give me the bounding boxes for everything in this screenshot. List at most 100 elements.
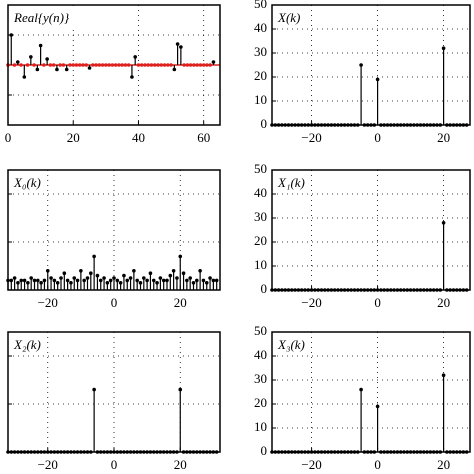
plot-frame	[7, 4, 221, 126]
stem-marker	[169, 63, 173, 67]
stem-marker	[359, 387, 363, 392]
x-tick-label: 20	[67, 130, 80, 145]
stem-marker	[441, 221, 446, 225]
stem-marker	[158, 276, 163, 280]
y-tick-label: 10	[254, 92, 267, 107]
stem-marker	[155, 281, 159, 285]
title-box	[274, 336, 311, 354]
plot-frame	[271, 169, 471, 291]
stem-marker	[191, 281, 196, 285]
stem-marker	[201, 278, 206, 283]
stem-marker	[126, 63, 131, 67]
x-tick-label: 60	[197, 130, 210, 145]
panel-title: X₃(k)	[277, 337, 305, 352]
x-tick-label: −20	[301, 457, 321, 472]
x-tick-label: 0	[374, 457, 381, 472]
stem-marker	[22, 278, 27, 283]
stem-marker	[146, 63, 151, 67]
stem-marker	[208, 63, 213, 67]
stem-marker	[42, 63, 46, 67]
stem-marker	[35, 67, 40, 72]
stem-marker	[64, 67, 69, 72]
stem-marker	[74, 63, 79, 67]
stem-marker	[77, 63, 82, 67]
plot-frame	[7, 169, 221, 291]
stem-marker	[198, 63, 203, 67]
stem-marker	[139, 63, 144, 67]
y-tick-label: 50	[254, 323, 267, 338]
stem-marker	[135, 278, 139, 283]
x-tick-label: −20	[301, 295, 321, 310]
stem-marker	[132, 269, 136, 273]
stem-marker	[105, 281, 110, 285]
stem-marker	[168, 273, 173, 278]
stem-marker	[92, 254, 96, 259]
stem-marker	[136, 63, 141, 67]
panel-title: X₀(k)	[13, 175, 41, 190]
stem-marker	[85, 276, 90, 280]
stem-marker	[92, 387, 96, 392]
stem-marker	[22, 75, 27, 79]
stem-marker	[125, 278, 130, 283]
stem-marker	[145, 278, 149, 283]
stem-marker	[55, 67, 59, 72]
stem-marker	[58, 63, 62, 67]
panel-title: X₁(k)	[277, 175, 305, 190]
x-tick-label: 20	[174, 457, 187, 472]
stem-marker	[208, 276, 212, 280]
plot-frame	[271, 331, 471, 453]
stem-marker	[12, 63, 17, 67]
stem-marker	[138, 281, 143, 285]
stem-marker	[142, 276, 146, 280]
stem-marker	[359, 63, 363, 67]
x-tick-label: 20	[437, 295, 450, 310]
stem-marker	[75, 278, 80, 283]
x-tick-label: −20	[301, 130, 321, 145]
stem-marker	[120, 63, 124, 67]
y-tick-label: 30	[254, 44, 267, 59]
stem-marker	[52, 278, 57, 283]
panel-title: X(k)	[277, 10, 300, 25]
stem-marker	[205, 63, 209, 67]
stem-marker	[198, 269, 202, 273]
stem-marker	[61, 63, 66, 67]
stem-marker	[89, 271, 93, 276]
x-tick-label: 0	[374, 295, 381, 310]
stem-marker	[178, 254, 183, 259]
stem-marker	[59, 276, 63, 280]
stem-marker	[152, 63, 157, 67]
stem-marker	[9, 278, 14, 283]
stem-marker	[149, 63, 154, 67]
stem-marker	[118, 281, 123, 285]
stem-marker	[143, 63, 147, 67]
stem-marker	[69, 281, 73, 285]
stem-marker	[55, 281, 60, 285]
stem-marker	[130, 75, 134, 79]
stem-marker	[192, 63, 196, 67]
stem-marker	[39, 281, 43, 285]
stem-marker	[123, 63, 128, 67]
stem-marker	[82, 278, 86, 283]
stem-marker	[107, 63, 111, 67]
x-tick-label: 0	[374, 130, 381, 145]
stem-marker	[100, 63, 105, 67]
stem-marker	[19, 278, 24, 283]
stem-marker	[148, 271, 153, 276]
stem-marker	[211, 60, 216, 64]
stem-marker	[162, 63, 167, 67]
stem-marker	[97, 63, 102, 67]
x-tick-label: 20	[437, 457, 450, 472]
stem-marker	[32, 278, 37, 283]
stem-marker	[15, 60, 20, 64]
stem-marker	[172, 67, 177, 72]
stem-marker	[165, 278, 169, 283]
x-tick-label: −20	[38, 457, 58, 472]
stem-marker	[195, 278, 199, 283]
stem-marker	[29, 55, 33, 59]
y-tick-label: 40	[254, 347, 267, 362]
plot-frame	[7, 331, 221, 453]
y-tick-label: 20	[254, 233, 267, 248]
y-tick-label: 50	[254, 0, 267, 11]
stem-marker	[185, 278, 189, 283]
x-tick-label: 0	[5, 130, 12, 145]
